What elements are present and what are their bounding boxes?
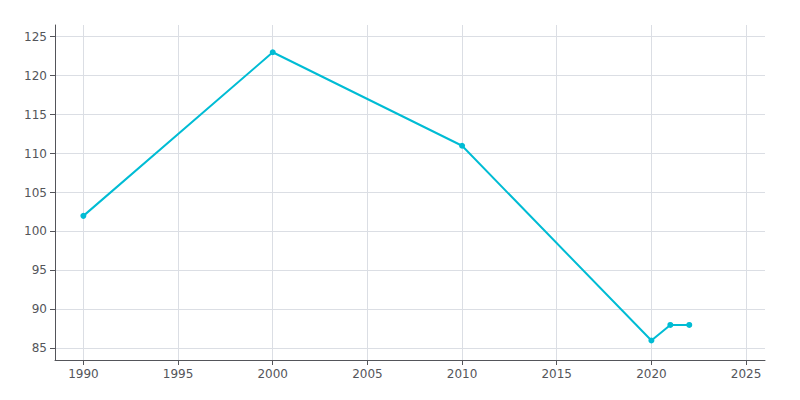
svg-text:2015: 2015 — [541, 367, 572, 381]
svg-text:95: 95 — [32, 263, 47, 277]
svg-text:115: 115 — [24, 108, 47, 122]
svg-text:1990: 1990 — [68, 367, 99, 381]
svg-text:110: 110 — [24, 147, 47, 161]
svg-text:2010: 2010 — [447, 367, 478, 381]
svg-text:120: 120 — [24, 69, 47, 83]
svg-text:90: 90 — [32, 302, 47, 316]
svg-text:105: 105 — [24, 186, 47, 200]
svg-text:2025: 2025 — [731, 367, 762, 381]
svg-text:2020: 2020 — [636, 367, 667, 381]
svg-text:2000: 2000 — [257, 367, 288, 381]
svg-text:125: 125 — [24, 30, 47, 44]
svg-text:1995: 1995 — [163, 367, 194, 381]
svg-text:100: 100 — [24, 224, 47, 238]
svg-text:2005: 2005 — [352, 367, 383, 381]
svg-text:85: 85 — [32, 341, 47, 355]
